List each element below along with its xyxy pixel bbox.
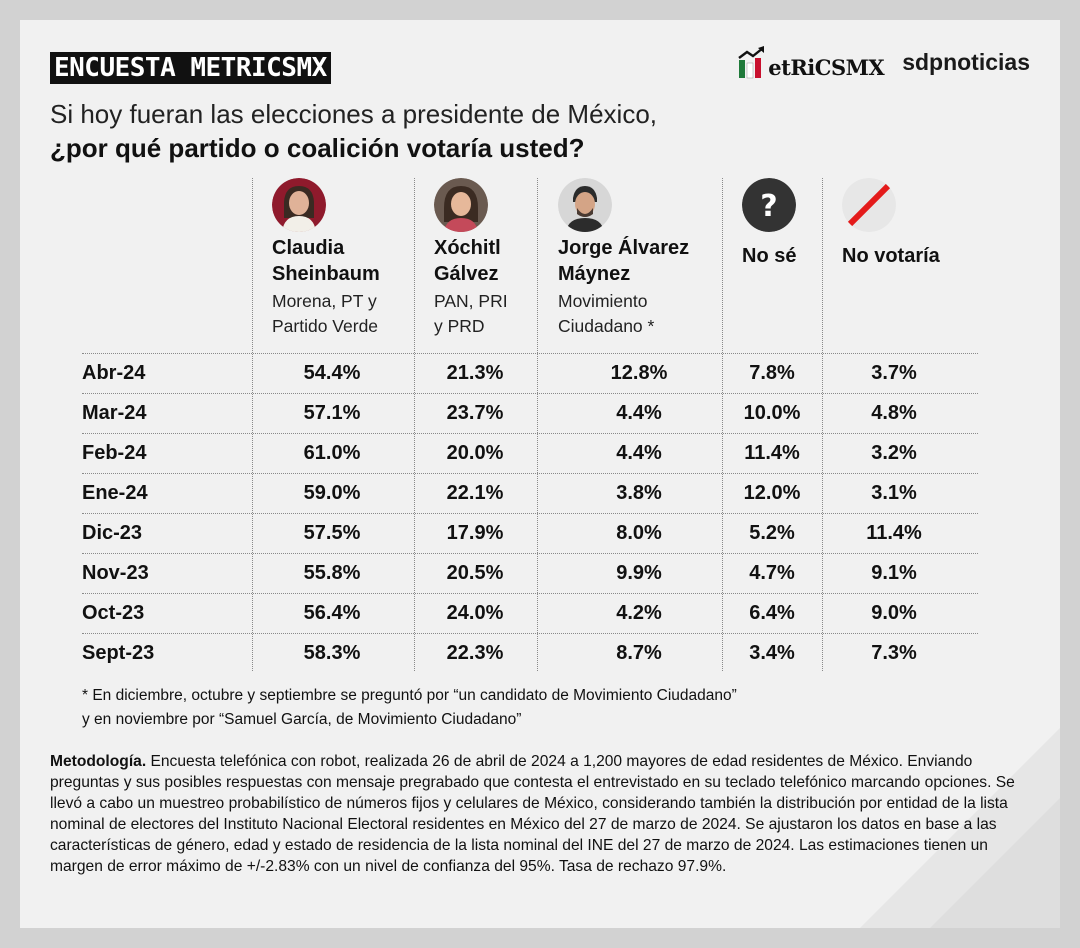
- maynez-photo: [558, 178, 612, 232]
- value-cell: 3.7%: [871, 362, 917, 384]
- value-cell: 3.1%: [871, 482, 917, 504]
- value-cell: 12.0%: [743, 482, 801, 504]
- column-divider: [722, 178, 723, 671]
- candidate-name: Claudia Sheinbaum: [272, 237, 380, 285]
- chart-arrow-icon: [738, 46, 765, 79]
- row-divider: [82, 433, 978, 434]
- sheinbaum-photo: [272, 178, 326, 232]
- value-cell: 12.8%: [610, 362, 668, 384]
- candidate-party: PAN, PRI y PRD: [434, 291, 508, 336]
- row-divider: [82, 633, 978, 634]
- row-divider: [82, 593, 978, 594]
- value-cell: 20.0%: [446, 442, 504, 464]
- methodology: Metodología. Encuesta telefónica con rob…: [50, 751, 1040, 877]
- column-divider: [414, 178, 415, 671]
- row-divider: [82, 353, 978, 354]
- value-cell: 9.1%: [871, 562, 917, 584]
- row-label-month: Feb-24: [82, 442, 147, 464]
- value-cell: 23.7%: [446, 402, 504, 424]
- question-line-2: ¿por qué partido o coalición votaría ust…: [50, 133, 585, 163]
- svg-text:?: ?: [760, 189, 777, 224]
- value-cell: 3.8%: [616, 482, 662, 504]
- column-header-sheinbaum: Claudia Sheinbaum Morena, PT y Partido Ver…: [272, 178, 380, 339]
- slash-icon: [842, 178, 896, 232]
- row-divider: [82, 393, 978, 394]
- metricsmx-logo: etRiCSMX: [737, 44, 885, 80]
- value-cell: 22.3%: [446, 642, 504, 664]
- row-divider: [82, 473, 978, 474]
- value-cell: 4.4%: [616, 442, 662, 464]
- value-cell: 57.5%: [303, 522, 361, 544]
- value-cell: 5.2%: [749, 522, 795, 544]
- column-header-maynez: Jorge Álvarez Máynez Movimiento Ciudadano …: [558, 178, 689, 339]
- column-header-galvez: Xóchitl Gálvez PAN, PRI y PRD: [434, 178, 508, 339]
- value-cell: 11.4%: [866, 522, 922, 544]
- value-cell: 20.5%: [446, 562, 504, 584]
- value-cell: 10.0%: [743, 402, 801, 424]
- candidate-name: Xóchitl Gálvez: [434, 237, 501, 285]
- value-cell: 4.2%: [616, 602, 662, 624]
- logo-group: etRiCSMX sdpnoticias: [737, 44, 1030, 80]
- value-cell: 4.7%: [749, 562, 795, 584]
- question-line-1: Si hoy fueran las elecciones a president…: [50, 99, 658, 129]
- methodology-text: Encuesta telefónica con robot, realizada…: [50, 753, 1015, 875]
- column-divider: [537, 178, 538, 671]
- metricsmx-wordmark: etRiCSMX: [768, 55, 885, 80]
- value-cell: 59.0%: [303, 482, 361, 504]
- value-cell: 7.3%: [871, 642, 917, 664]
- value-cell: 24.0%: [446, 602, 504, 624]
- row-divider: [82, 513, 978, 514]
- value-cell: 58.3%: [303, 642, 361, 664]
- row-label-month: Nov-23: [82, 562, 149, 584]
- sdpnoticias-logo: sdpnoticias: [902, 48, 1030, 75]
- row-label-month: Ene-24: [82, 482, 148, 504]
- column-divider: [822, 178, 823, 671]
- value-cell: 9.9%: [616, 562, 662, 584]
- poll-card: ENCUESTA METRICSMX etRiCSMX sdpnoticias …: [20, 20, 1060, 928]
- value-cell: 22.1%: [446, 482, 504, 504]
- row-label-month: Sept-23: [82, 642, 155, 664]
- galvez-photo: [434, 178, 488, 232]
- column-header-no-se: ? No sé: [742, 178, 796, 269]
- question-icon: ?: [742, 178, 796, 232]
- value-cell: 11.4%: [744, 442, 800, 464]
- value-cell: 57.1%: [303, 402, 361, 424]
- value-cell: 61.0%: [303, 442, 361, 464]
- value-cell: 8.7%: [616, 642, 662, 664]
- row-label-month: Abr-24: [82, 362, 146, 384]
- value-cell: 6.4%: [749, 602, 795, 624]
- column-header-no-votaria: No votaría: [842, 178, 940, 269]
- value-cell: 17.9%: [446, 522, 504, 544]
- value-cell: 7.8%: [749, 362, 795, 384]
- candidate-party: Morena, PT y Partido Verde: [272, 291, 379, 336]
- value-cell: 9.0%: [871, 602, 917, 624]
- value-cell: 21.3%: [446, 362, 504, 384]
- option-label: No sé: [742, 245, 797, 267]
- row-label-month: Mar-24: [82, 402, 147, 424]
- candidate-party: Movimiento Ciudadano *: [558, 291, 655, 336]
- value-cell: 8.0%: [616, 522, 662, 544]
- candidate-name: Jorge Álvarez Máynez: [558, 237, 690, 285]
- corner-decoration: [860, 728, 1060, 928]
- value-cell: 55.8%: [303, 562, 361, 584]
- footnote: * En diciembre, octubre y septiembre se …: [82, 687, 737, 728]
- value-cell: 56.4%: [303, 602, 361, 624]
- value-cell: 3.4%: [749, 642, 795, 664]
- option-label: No votaría: [842, 245, 940, 267]
- row-label-month: Dic-23: [82, 522, 143, 544]
- row-divider: [82, 553, 978, 554]
- row-label-month: Oct-23: [82, 602, 145, 624]
- value-cell: 3.2%: [871, 442, 917, 464]
- value-cell: 4.4%: [616, 402, 662, 424]
- value-cell: 54.4%: [303, 362, 361, 384]
- column-divider: [252, 178, 253, 671]
- methodology-title: Metodología.: [50, 753, 147, 770]
- value-cell: 4.8%: [871, 402, 917, 424]
- survey-badge: ENCUESTA METRICSMX: [50, 52, 331, 84]
